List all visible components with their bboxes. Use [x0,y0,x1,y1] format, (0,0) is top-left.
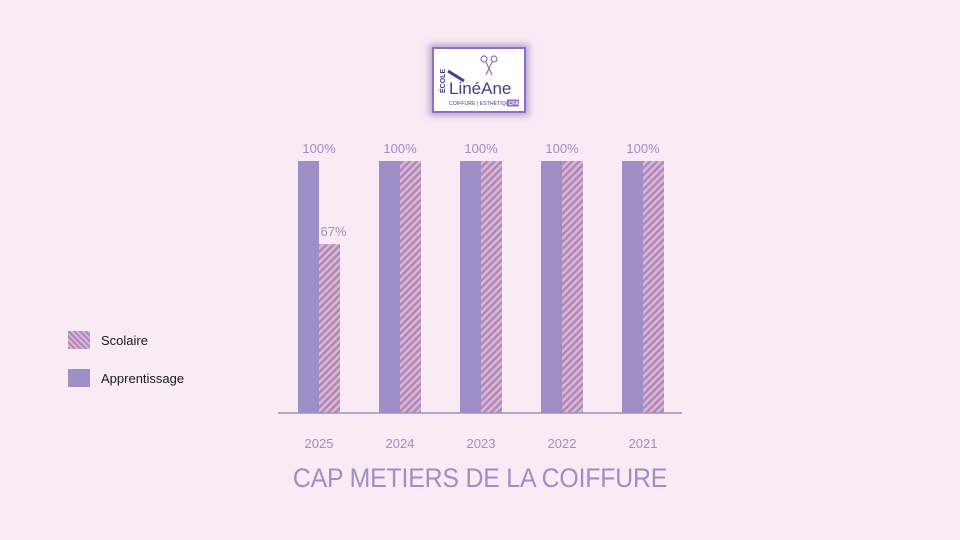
x-tick-label-2024: 2024 [386,436,415,451]
logo-badge: CFA [509,101,520,107]
legend-item-scolaire: Scolaire [68,330,184,350]
scissors-icon [480,55,498,76]
data-label-scolaire-2025: 67% [320,224,346,239]
ecole-lineane-logo: ÉCOLE LinéAne COIFFURE | ESTHÉTIQUE CFA [432,47,526,113]
legend-label-scolaire: Scolaire [101,332,148,348]
bar-scolaire-2025 [319,244,340,413]
legend-label-apprentissage: Apprentissage [101,370,185,386]
data-label-2024: 100% [383,141,417,156]
bar-apprentissage-2025 [298,161,319,413]
bar-scolaire-2022 [562,161,583,413]
x-tick-label-2022: 2022 [548,436,577,451]
bar-apprentissage-2021 [622,161,643,413]
x-tick-label-2023: 2023 [467,436,496,451]
legend-item-apprentissage: Apprentissage [68,368,184,388]
legend-swatch-apprentissage [68,369,90,387]
bar-scolaire-2021 [643,161,664,413]
bar-apprentissage-2024 [379,161,400,413]
data-label-2025: 100% [302,141,336,156]
legend: Scolaire Apprentissage [68,330,184,406]
x-tick-label-2021: 2021 [629,436,658,451]
data-label-2023: 100% [464,141,498,156]
bar-apprentissage-2023 [460,161,481,413]
data-label-2022: 100% [545,141,579,156]
svg-text:ÉCOLE: ÉCOLE [438,69,447,93]
bar-scolaire-2023 [481,161,502,413]
bar-scolaire-2024 [400,161,421,413]
brush-icon [447,69,465,83]
logo-brand: LinéAne [449,79,511,98]
logo-tagline: COIFFURE | ESTHÉTIQUE [449,100,513,107]
x-tick-label-2025: 2025 [305,436,334,451]
chart-title: CAP METIERS DE LA COIFFURE [292,463,668,493]
legend-swatch-scolaire [68,331,90,349]
data-label-2021: 100% [626,141,660,156]
bar-apprentissage-2022 [541,161,562,413]
